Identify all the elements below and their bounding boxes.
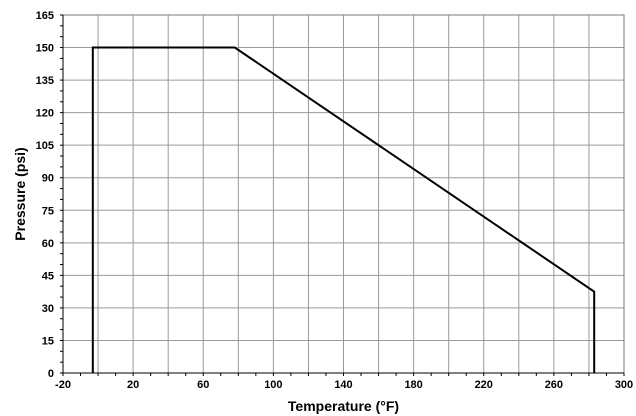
y-tick-label: 30 xyxy=(42,303,54,315)
y-tick-label: 105 xyxy=(36,140,54,152)
series-line xyxy=(91,46,596,373)
x-tick-label: 20 xyxy=(127,379,139,391)
x-tick-label: 100 xyxy=(264,379,282,391)
y-tick-label: 75 xyxy=(42,205,54,217)
y-tick-label: 60 xyxy=(42,238,54,250)
axes xyxy=(60,14,625,376)
y-axis-label: Pressure (psi) xyxy=(12,147,28,240)
x-tick-label: 140 xyxy=(334,379,352,391)
grid xyxy=(62,14,625,374)
y-tick-label: 135 xyxy=(36,75,54,87)
y-tick-label: 90 xyxy=(42,173,54,185)
x-tick-label: 260 xyxy=(545,379,563,391)
x-axis-label: Temperature (°F) xyxy=(288,398,399,414)
y-tick-label: 45 xyxy=(42,270,54,282)
y-tick-label: 15 xyxy=(42,335,54,347)
y-tick-label: 150 xyxy=(36,43,54,55)
x-tick-label: 60 xyxy=(197,379,209,391)
x-tick-label: 300 xyxy=(615,379,633,391)
tick-labels: -20 20 60 100 140 180 220 260 300 0 15 30 45 60 75 90 10… xyxy=(36,10,634,391)
y-tick-label: 120 xyxy=(36,108,54,120)
series-layer xyxy=(91,46,596,373)
x-tick-label: 220 xyxy=(475,379,493,391)
y-tick-label: 165 xyxy=(36,10,54,22)
x-tick-label: -20 xyxy=(55,379,71,391)
y-tick-label: 0 xyxy=(48,368,54,380)
x-tick-label: 180 xyxy=(404,379,422,391)
